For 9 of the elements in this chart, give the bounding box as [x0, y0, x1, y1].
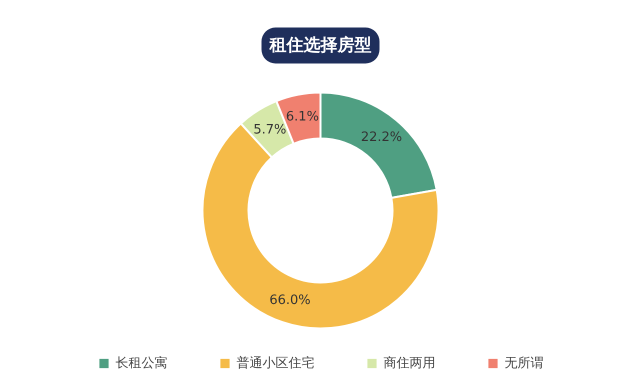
- data-label: 5.7%: [253, 122, 286, 138]
- legend-label: 普通小区住宅: [236, 354, 314, 372]
- legend-label: 长租公寓: [116, 355, 168, 372]
- chart-title: 租住选择房型: [268, 36, 372, 56]
- data-label: 6.1%: [286, 110, 319, 125]
- legend-label: 商住两用: [384, 355, 436, 372]
- data-label: 66.0%: [269, 292, 311, 308]
- data-label: 22.2%: [360, 130, 402, 146]
- legend-label: 无所谓: [504, 355, 544, 372]
